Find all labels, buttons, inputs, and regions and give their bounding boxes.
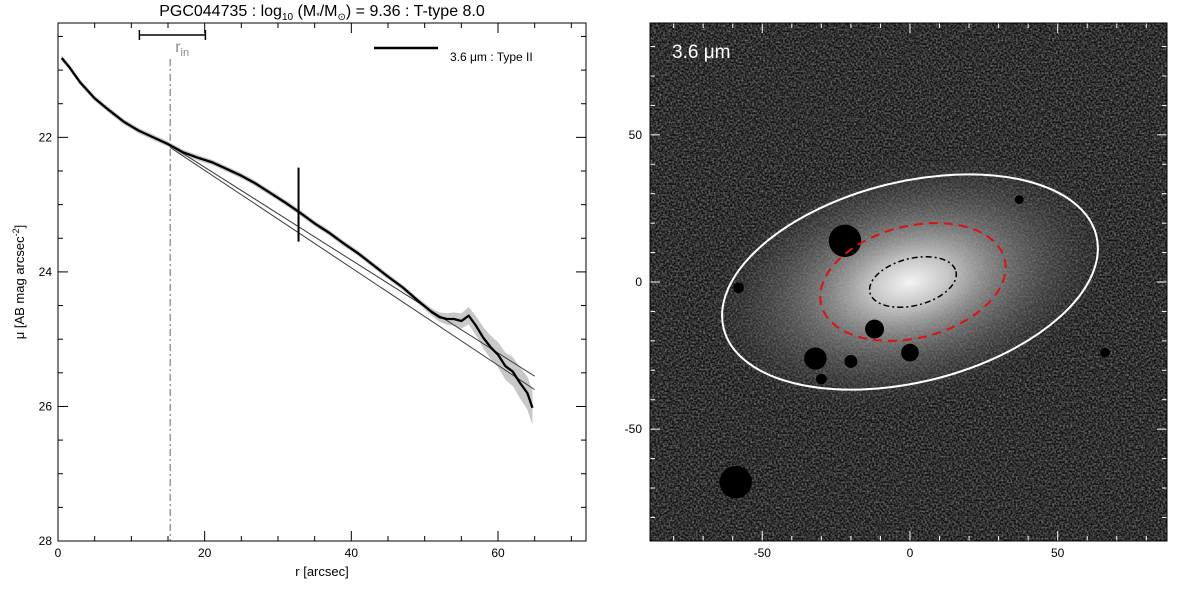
legend-label: 3.6 μm : Type II [450,50,533,64]
img-x-tick-label: -50 [754,546,772,560]
img-y-tick-label: -50 [625,422,643,436]
x-tick-label: 60 [491,546,505,560]
profile-error-band [61,55,533,425]
masked-source [733,282,744,294]
masked-source [1014,195,1024,205]
y-tick-label: 24 [39,265,53,279]
img-y-tick-label: 50 [629,128,643,142]
masked-source [1100,347,1110,358]
masked-source [719,465,752,499]
masked-source [828,224,862,257]
y-tick-label: 22 [39,130,53,144]
image-frame [649,22,1168,542]
fit-line [169,147,535,391]
x-tick-label: 40 [345,546,359,560]
image-band-label: 3.6 μm [672,42,730,63]
x-tick-label: 0 [55,546,62,560]
profile-series-line [60,57,534,409]
profile-plot-area [60,55,535,541]
x-tick-label: 20 [198,546,212,560]
masked-source [804,347,827,370]
profile-legend: 3.6 μm : Type II [374,46,533,64]
profile-frame [57,22,587,542]
profile-axes: 0 20 40 60 22 24 26 28 rin [39,23,586,560]
masked-source [816,373,827,385]
image-axes: -50 0 50 -50 0 50 [625,23,1167,560]
y-tick-label: 26 [39,399,53,413]
fit-line [169,145,535,377]
inner-ellipse [868,256,958,308]
masked-source [901,343,919,362]
y-axis-label: μ [AB mag arcsec-2] [11,225,27,340]
x-axis-label: r [arcsec] [295,564,348,579]
img-y-tick-label: 0 [635,275,642,289]
image-area: 3.6 μm [650,23,1167,541]
r-in-label: rin [175,39,189,59]
masked-source [865,319,884,339]
img-x-tick-label: 0 [907,546,914,560]
masked-source [844,354,858,368]
image-overlays [719,173,1110,499]
outer-isophote-ellipse [721,173,1099,391]
break-ellipse [819,222,1007,342]
y-tick-label: 28 [39,534,53,548]
image-panel: 3.6 μm -50 0 50 -50 0 50 [625,22,1168,560]
img-x-tick-label: 50 [1051,546,1065,560]
profile-panel: PGC044735 : log10 (M*/M⊙) = 9.36 : T-typ… [11,3,587,579]
profile-title: PGC044735 : log10 (M*/M⊙) = 9.36 : T-typ… [159,3,485,23]
